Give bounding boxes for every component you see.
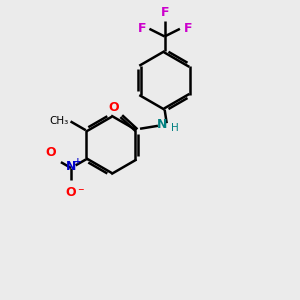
Text: ⁻: ⁻ xyxy=(77,186,84,199)
Text: O: O xyxy=(66,186,76,199)
Text: O: O xyxy=(45,146,56,159)
Text: CH₃: CH₃ xyxy=(49,116,68,126)
Text: F: F xyxy=(137,22,146,35)
Text: O: O xyxy=(108,101,119,114)
Text: N: N xyxy=(157,118,167,131)
Text: F: F xyxy=(160,6,169,19)
Text: N: N xyxy=(66,160,76,173)
Text: F: F xyxy=(183,22,192,35)
Text: H: H xyxy=(171,124,179,134)
Text: +: + xyxy=(74,157,81,166)
